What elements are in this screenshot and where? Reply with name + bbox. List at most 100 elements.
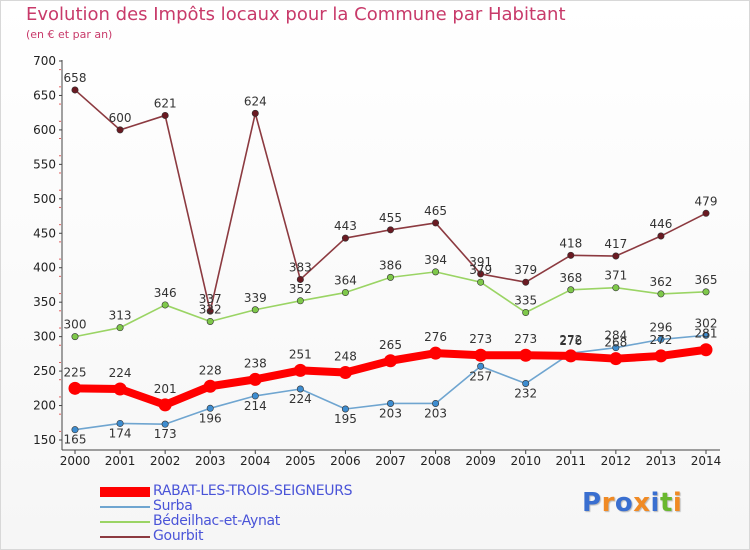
data-label: 446 (649, 217, 672, 231)
data-point (567, 286, 575, 294)
chart-title: Evolution des Impôts locaux pour la Comm… (26, 4, 566, 25)
data-point (609, 352, 623, 366)
data-point (702, 209, 710, 217)
data-point (386, 399, 394, 407)
data-point (386, 273, 394, 281)
x-tick-label: 2005 (285, 454, 316, 468)
data-label: 273 (469, 332, 492, 346)
data-label: 224 (289, 392, 312, 406)
data-point (519, 348, 533, 362)
data-label: 418 (559, 236, 582, 250)
data-label: 364 (334, 274, 357, 288)
data-point (71, 426, 79, 434)
data-label: 383 (289, 260, 312, 274)
data-label: 368 (559, 271, 582, 285)
data-point (251, 306, 259, 314)
data-label: 365 (695, 273, 718, 287)
data-point (116, 324, 124, 332)
data-point (161, 111, 169, 119)
y-tick-label: 500 (33, 192, 56, 206)
x-tick-label: 2001 (105, 454, 136, 468)
data-point (386, 226, 394, 234)
data-point (657, 290, 665, 298)
data-point (116, 419, 124, 427)
data-label: 268 (604, 336, 627, 350)
x-tick-label: 2012 (601, 454, 632, 468)
x-tick-label: 2003 (195, 454, 226, 468)
data-label: 272 (649, 333, 672, 347)
data-point (341, 289, 349, 297)
data-point (161, 301, 169, 309)
data-point (68, 381, 82, 395)
data-label: 600 (109, 111, 132, 125)
data-label: 203 (424, 406, 447, 420)
y-tick-label: 350 (33, 295, 56, 309)
x-tick-label: 2000 (60, 454, 91, 468)
data-label: 337 (199, 292, 222, 306)
data-label: 257 (469, 369, 492, 383)
data-point (161, 420, 169, 428)
data-point (522, 309, 530, 317)
series-b-deilhac-et-aynat (71, 268, 710, 341)
data-label: 371 (604, 269, 627, 283)
data-point (296, 297, 304, 305)
data-point (251, 392, 259, 400)
series-surba (71, 331, 710, 434)
data-point (206, 307, 214, 315)
x-tick-label: 2014 (691, 454, 722, 468)
data-point (293, 363, 307, 377)
data-label: 313 (109, 309, 132, 323)
data-point (657, 232, 665, 240)
data-point (158, 398, 172, 412)
data-point (612, 284, 620, 292)
data-label: 362 (649, 275, 672, 289)
y-tick-label: 300 (33, 330, 56, 344)
legend-label: Gourbit (153, 528, 204, 544)
data-label: 214 (244, 399, 267, 413)
data-label: 379 (469, 263, 492, 277)
x-tick-label: 2007 (375, 454, 406, 468)
x-tick-label: 2013 (646, 454, 677, 468)
x-tick-label: 2006 (330, 454, 361, 468)
data-point (432, 219, 440, 227)
legend-swatch (100, 536, 150, 538)
data-label: 195 (334, 412, 357, 426)
legend-swatch (100, 506, 150, 508)
data-point (248, 372, 262, 386)
legend-label: Surba (153, 498, 193, 514)
data-point (296, 385, 304, 393)
data-label: 265 (379, 338, 402, 352)
series-rabat-les-trois-seigneurs (68, 343, 713, 412)
data-point (113, 382, 127, 396)
y-tick-label: 700 (33, 54, 56, 68)
y-tick-label: 600 (33, 123, 56, 137)
data-point (71, 86, 79, 94)
data-label: 238 (244, 356, 267, 370)
data-point (296, 275, 304, 283)
line-chart: 150 200 250 300 350 400 450 500 550 600 650 700 2000… (33, 54, 722, 468)
data-point (564, 349, 578, 363)
legend-swatch (100, 521, 150, 523)
data-label: 443 (334, 219, 357, 233)
y-tick-label: 200 (33, 399, 56, 413)
data-label: 322 (199, 302, 222, 316)
data-label: 276 (424, 330, 447, 344)
data-point (477, 270, 485, 278)
data-label: 272 (559, 333, 582, 347)
data-point (429, 346, 443, 360)
y-tick-label: 400 (33, 261, 56, 275)
y-tick-label: 450 (33, 226, 56, 240)
data-point (206, 317, 214, 325)
data-point (477, 362, 485, 370)
data-label: 228 (199, 363, 222, 377)
data-point (432, 268, 440, 276)
data-label: 465 (424, 204, 447, 218)
y-tick-label: 650 (33, 88, 56, 102)
data-point (522, 278, 530, 286)
data-point (206, 404, 214, 412)
data-label: 352 (289, 282, 312, 296)
series-gourbit (71, 86, 710, 315)
data-point (116, 126, 124, 134)
x-tick-label: 2010 (510, 454, 541, 468)
